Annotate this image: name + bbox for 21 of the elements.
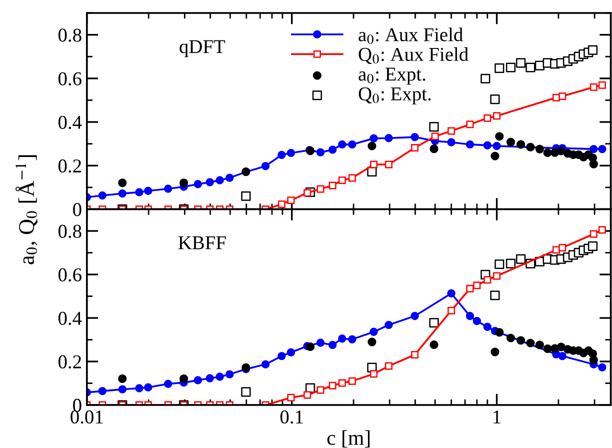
- y-tick-label: 0: [73, 203, 82, 216]
- x-tick-label: 1: [494, 410, 500, 424]
- x-axis-title: c [m]: [327, 430, 370, 448]
- y-tick-label: 0.2: [58, 159, 81, 173]
- y-axis-title: a$_{0}$, Q$_{0}$ [Å$^{−1}$]: [15, 155, 38, 264]
- y-tick-label: 0.6: [58, 268, 82, 282]
- y-tick-label: 0.4: [58, 116, 82, 130]
- y-tick-label: 0.8: [58, 28, 82, 42]
- y-tick-label: 0.8: [58, 224, 82, 238]
- legend-label: a$_{0}$: Aux Field: [358, 28, 463, 44]
- legend-label: a$_{0}$: Expt.: [358, 68, 426, 85]
- y-tick-label: 0.2: [58, 355, 81, 369]
- annotation: qDFT: [180, 40, 226, 58]
- y-tick-label: 0.4: [58, 312, 82, 326]
- y-tick-label: 0: [73, 398, 82, 412]
- y-tick-label: 0.6: [58, 72, 82, 86]
- x-tick-label: 0.1: [280, 410, 303, 424]
- annotation: KBFF: [178, 236, 226, 250]
- legend-label: Q$_{0}$: Expt.: [358, 87, 431, 104]
- x-tick-label: 0.01: [70, 410, 103, 424]
- legend-label: Q$_{0}$: Aux Field: [358, 47, 468, 64]
